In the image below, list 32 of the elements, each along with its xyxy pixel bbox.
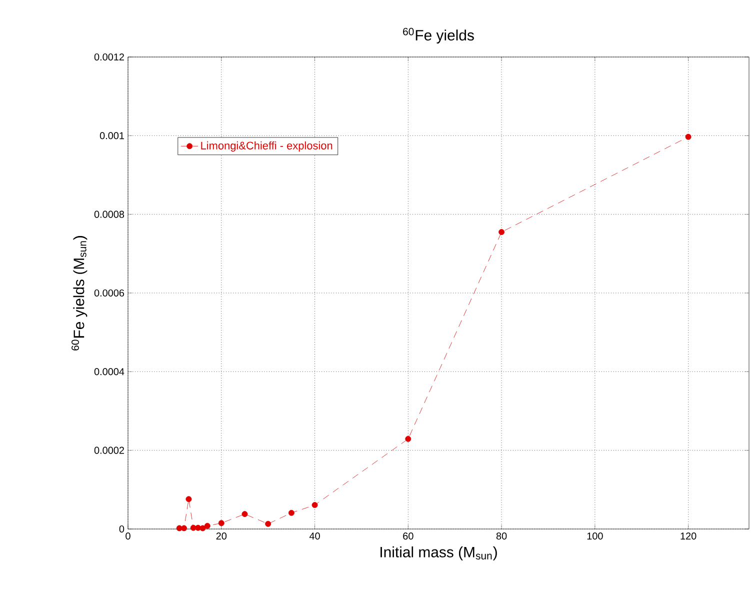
y-tick-label: 0.0012 (94, 53, 124, 61)
y-axis-title: $^{60}$Fe yields (M$_{sun}$) (72, 236, 88, 350)
chart-title: $^{60}$Fe yields (403, 28, 474, 44)
x-tick-label: 60 (403, 532, 414, 540)
point (242, 511, 248, 518)
x-tick-label: 20 (216, 532, 227, 540)
legend-label: Limongi&Chieffi - explosion (201, 141, 332, 152)
x-tick-label: 40 (309, 532, 320, 540)
y-tick-label: 0.0004 (94, 368, 124, 376)
x-tick-label: 100 (587, 532, 603, 540)
point (312, 502, 318, 508)
point (186, 496, 192, 502)
x-tick-label: 0 (126, 532, 130, 540)
point (200, 525, 206, 532)
point (405, 436, 412, 442)
point (176, 525, 182, 532)
point (498, 229, 505, 236)
point (190, 524, 196, 531)
point (288, 510, 294, 516)
y-tick-label: 0.0002 (94, 446, 124, 454)
point (204, 522, 210, 529)
y-tick-label: 0.0006 (94, 289, 124, 297)
point (181, 525, 188, 532)
y-tick-label: 0.001 (100, 132, 124, 140)
x-tick-label: 80 (496, 532, 507, 540)
y-tick-label: 0 (119, 525, 124, 533)
x-axis-title: Initial mass (M$_{sun}$) (380, 546, 497, 560)
point (685, 134, 692, 140)
y-tick-label: 0.0008 (94, 210, 124, 218)
point (265, 520, 272, 527)
x-tick-label: 120 (680, 532, 696, 540)
point (218, 520, 224, 526)
